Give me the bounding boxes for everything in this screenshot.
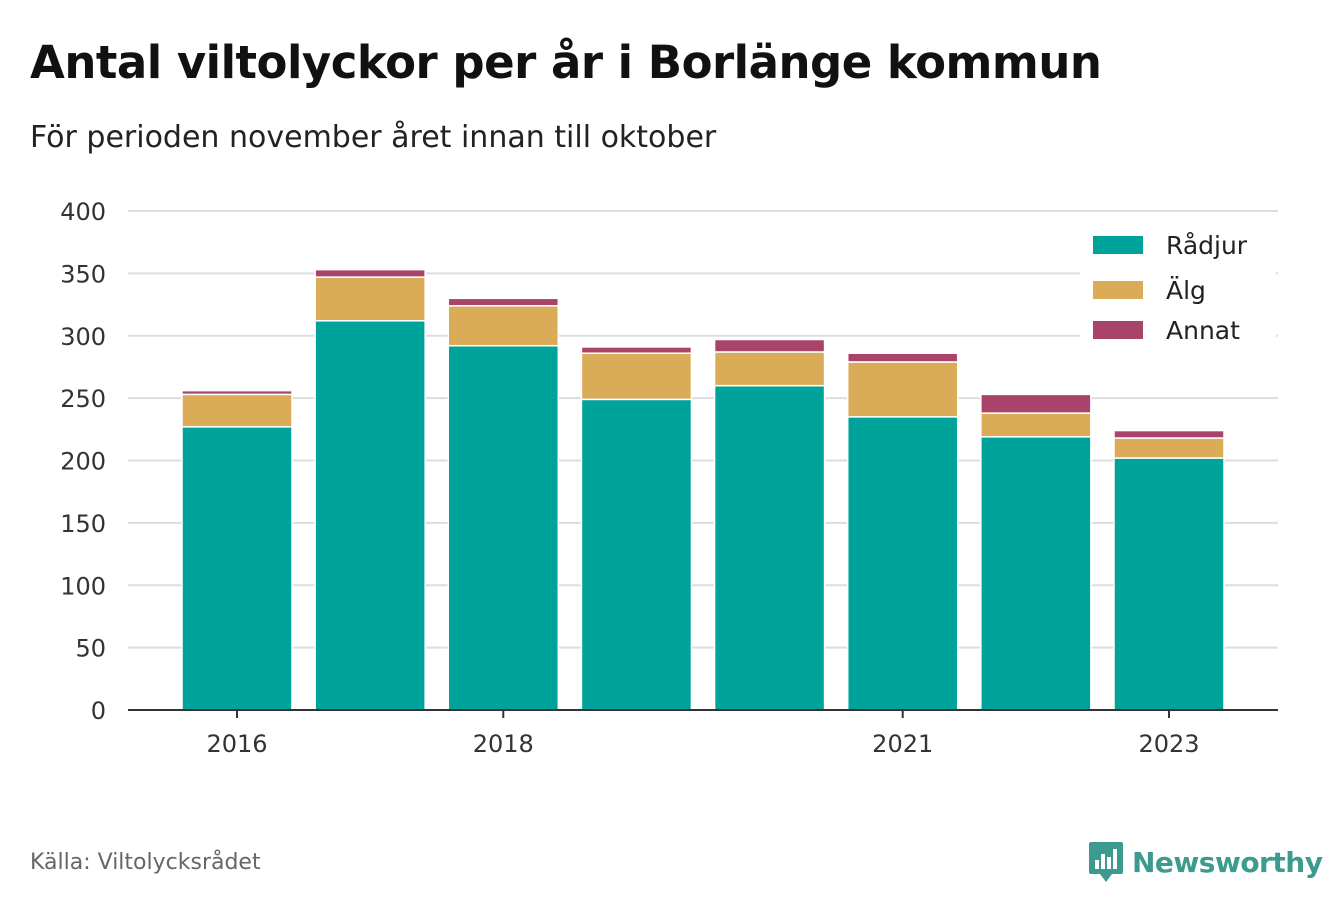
bar-segment-rådjur bbox=[447, 344, 560, 711]
bar-segment-rådjur bbox=[1113, 457, 1225, 711]
bar-segment-älg bbox=[580, 352, 693, 401]
bar-segment-annat bbox=[447, 297, 560, 307]
chart-title: Antal viltolyckor per år i Borlänge komm… bbox=[30, 36, 1102, 89]
legend-label: Älg bbox=[1166, 276, 1206, 305]
chart-subtitle: För perioden november året innan till ok… bbox=[30, 120, 717, 155]
bar-segment-annat bbox=[1113, 429, 1225, 439]
bar-segment-annat bbox=[846, 352, 959, 363]
legend-swatch-älg bbox=[1093, 281, 1143, 299]
bar-segment-älg bbox=[1113, 437, 1225, 459]
bar-segment-älg bbox=[980, 412, 1092, 438]
bar-segment-älg bbox=[181, 393, 293, 428]
newsworthy-chart-bubble-icon bbox=[1089, 842, 1123, 882]
y-tick-label: 400 bbox=[60, 198, 106, 226]
source-note: Källa: Viltolycksrådet bbox=[30, 850, 261, 875]
bar-segment-annat bbox=[314, 268, 426, 278]
legend: Rådjur Älg Annat bbox=[1080, 226, 1276, 352]
bar-segment-annat bbox=[580, 346, 693, 354]
x-tick-label: 2016 bbox=[206, 730, 267, 758]
bar-segment-rådjur bbox=[846, 416, 959, 711]
bar-segment-rådjur bbox=[580, 398, 693, 711]
x-tick-label: 2023 bbox=[1138, 730, 1199, 758]
legend-swatch-rådjur bbox=[1093, 236, 1143, 254]
bar-segment-annat bbox=[713, 338, 826, 353]
y-tick-label: 350 bbox=[60, 260, 106, 288]
x-tick-label: 2021 bbox=[872, 730, 933, 758]
legend-label: Rådjur bbox=[1166, 231, 1248, 260]
y-tick-label: 0 bbox=[91, 697, 106, 725]
y-tick-labels: 0 50 100 150 200 250 300 350 400 bbox=[60, 198, 106, 725]
bar-segment-älg bbox=[314, 276, 426, 322]
x-axis bbox=[128, 709, 1278, 718]
newsworthy-logo: Newsworthy bbox=[1088, 840, 1323, 884]
bar-segment-älg bbox=[713, 351, 826, 387]
x-tick-labels: 2016 2018 2021 2023 bbox=[206, 730, 1199, 758]
y-tick-label: 250 bbox=[60, 385, 106, 413]
bar-segment-rådjur bbox=[980, 436, 1092, 711]
bar-segment-rådjur bbox=[713, 384, 826, 711]
bar-segment-annat bbox=[181, 389, 293, 396]
y-tick-label: 100 bbox=[60, 572, 106, 600]
bar-segment-älg bbox=[846, 361, 959, 418]
bars bbox=[181, 268, 1225, 711]
bar-segment-annat bbox=[980, 393, 1092, 414]
y-tick-label: 50 bbox=[75, 635, 106, 663]
x-tick-label: 2018 bbox=[473, 730, 534, 758]
y-tick-label: 150 bbox=[60, 510, 106, 538]
legend-label: Annat bbox=[1166, 316, 1240, 345]
y-tick-label: 300 bbox=[60, 323, 106, 351]
bar-segment-rådjur bbox=[314, 320, 426, 711]
logo-text: Newsworthy bbox=[1132, 845, 1323, 879]
legend-swatch-annat bbox=[1093, 321, 1143, 339]
bar-segment-älg bbox=[447, 305, 560, 347]
bar-segment-rådjur bbox=[181, 426, 293, 711]
y-tick-label: 200 bbox=[60, 448, 106, 476]
